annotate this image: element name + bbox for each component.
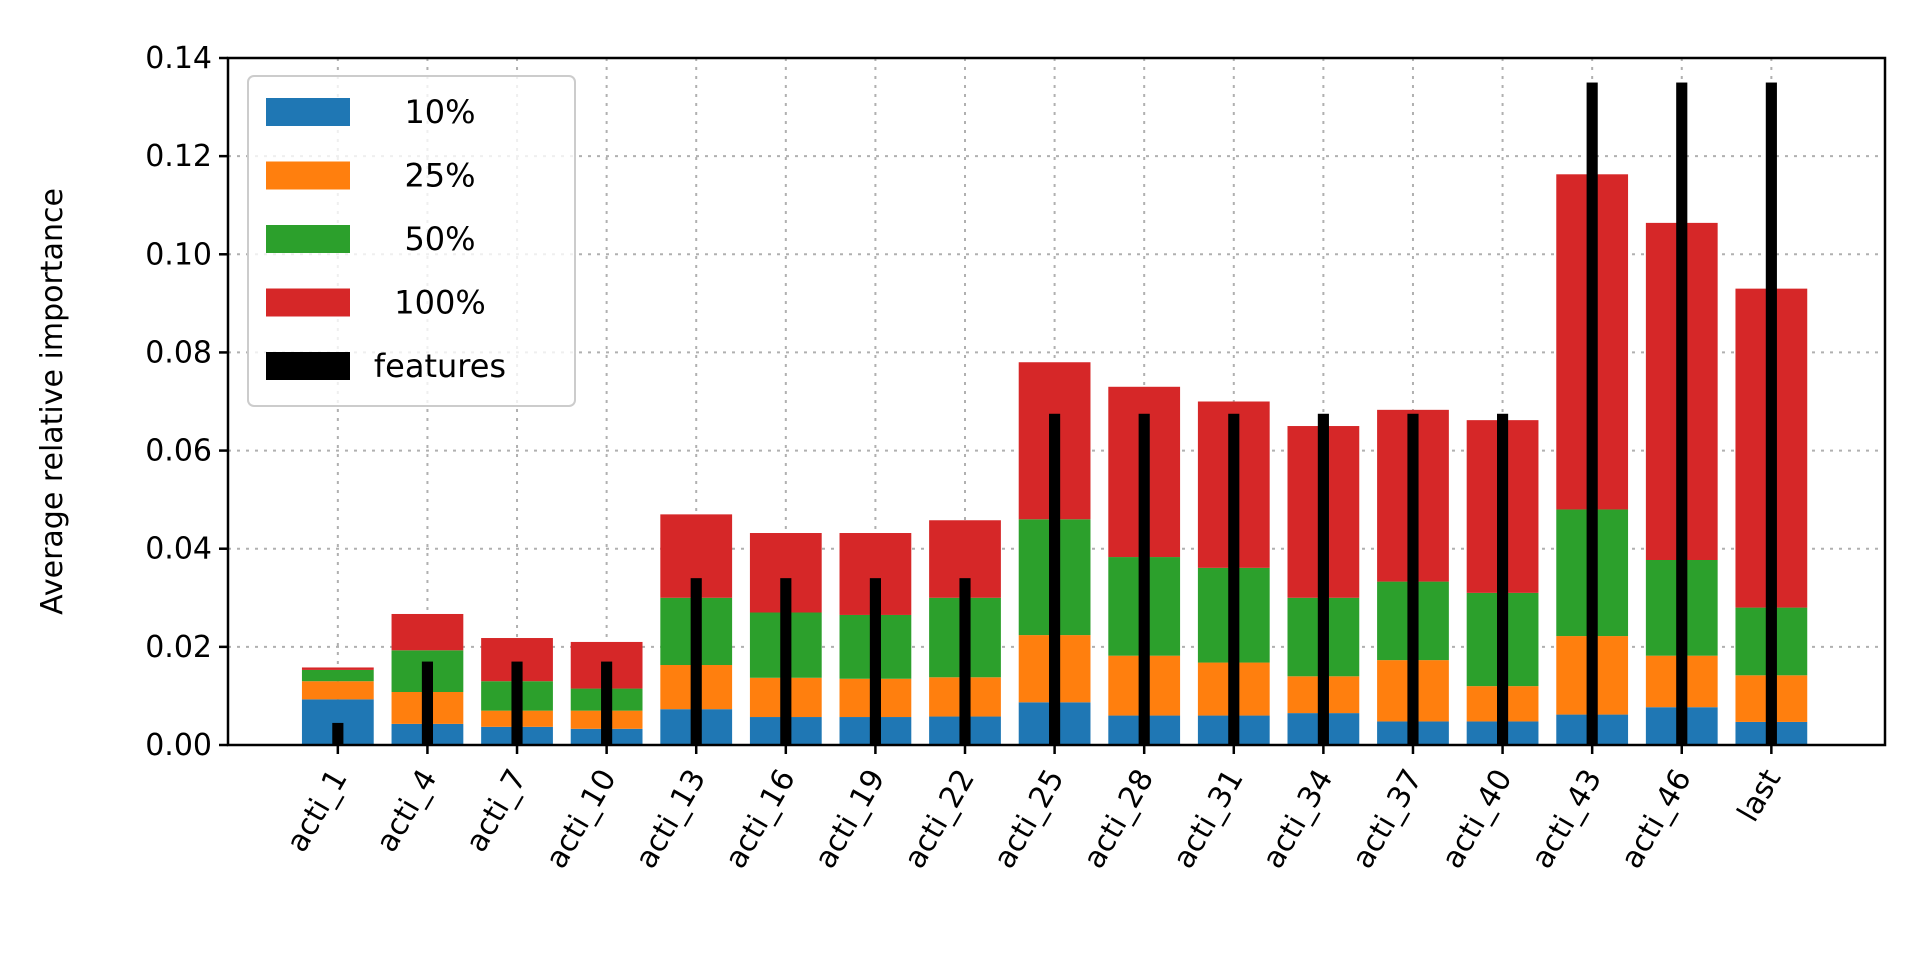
x-tick-label: acti_4 bbox=[370, 764, 445, 859]
x-tick-label: acti_22 bbox=[898, 763, 982, 874]
y-tick-label: 0.04 bbox=[145, 532, 212, 567]
x-tick-label: acti_31 bbox=[1166, 764, 1250, 875]
legend-swatch bbox=[266, 161, 350, 190]
y-tick-label: 0.12 bbox=[145, 139, 212, 174]
x-tick-label: acti_1 bbox=[280, 764, 355, 859]
legend-swatch bbox=[266, 288, 350, 317]
feature-bar bbox=[1407, 413, 1419, 745]
legend: 10% 25% 50% 100% features bbox=[247, 75, 576, 407]
legend-swatch bbox=[266, 225, 350, 253]
x-tick-label: acti_25 bbox=[987, 764, 1071, 875]
x-tick-label: acti_37 bbox=[1346, 764, 1430, 875]
feature-bar bbox=[1586, 82, 1598, 746]
feature-bar bbox=[1765, 82, 1777, 746]
x-tick-label: acti_10 bbox=[539, 764, 623, 875]
legend-label: features bbox=[374, 347, 506, 385]
x-tick-label: acti_43 bbox=[1525, 764, 1609, 875]
feature-bar bbox=[511, 661, 523, 745]
legend-label: 50% bbox=[404, 220, 475, 258]
x-tick-label: acti_7 bbox=[459, 764, 534, 859]
y-tick-label: 0.10 bbox=[145, 237, 212, 272]
bar-segment bbox=[301, 681, 374, 700]
feature-bar bbox=[780, 578, 792, 745]
y-tick-label: 0.14 bbox=[145, 41, 212, 76]
x-tick-label: acti_40 bbox=[1435, 764, 1519, 875]
x-tick-label: acti_13 bbox=[629, 764, 713, 875]
legend-label: 25% bbox=[404, 157, 475, 195]
x-tick-label: acti_46 bbox=[1614, 764, 1698, 875]
features-layer bbox=[332, 82, 1777, 746]
y-tick-label: 0.08 bbox=[145, 335, 212, 370]
y-tick-label: 0.02 bbox=[145, 630, 212, 665]
y-tick-label: 0.06 bbox=[145, 434, 212, 469]
bar-segment bbox=[301, 667, 374, 670]
x-tick-label: acti_28 bbox=[1077, 764, 1161, 875]
feature-bar bbox=[421, 661, 434, 745]
feature-bar bbox=[690, 578, 702, 745]
feature-bar bbox=[1228, 413, 1240, 745]
feature-bar bbox=[1497, 413, 1509, 745]
feature-bar bbox=[959, 578, 971, 745]
bar-segment bbox=[391, 613, 464, 651]
legend-swatch bbox=[266, 98, 350, 126]
x-tick-label: acti_34 bbox=[1256, 764, 1340, 875]
legend-label: 100% bbox=[394, 284, 485, 322]
plot-frame bbox=[226, 56, 1887, 747]
y-tick-label: 0.00 bbox=[145, 728, 212, 763]
bar-segment bbox=[301, 669, 374, 682]
feature-bar bbox=[1138, 413, 1150, 745]
feature-bar bbox=[1317, 413, 1329, 745]
legend-swatch bbox=[266, 352, 350, 380]
feature-bar bbox=[332, 722, 344, 745]
x-tick-label: acti_19 bbox=[808, 764, 892, 875]
x-tick-label: last bbox=[1731, 763, 1788, 828]
feature-bar bbox=[1049, 413, 1061, 745]
y-axis-label: Average relative importance bbox=[35, 188, 70, 615]
feature-bar bbox=[1676, 82, 1688, 746]
feature-bar bbox=[601, 661, 613, 745]
feature-bar bbox=[869, 578, 881, 745]
x-tick-label: acti_16 bbox=[718, 764, 802, 875]
legend-frame bbox=[247, 75, 576, 407]
legend-label: 10% bbox=[404, 93, 475, 131]
